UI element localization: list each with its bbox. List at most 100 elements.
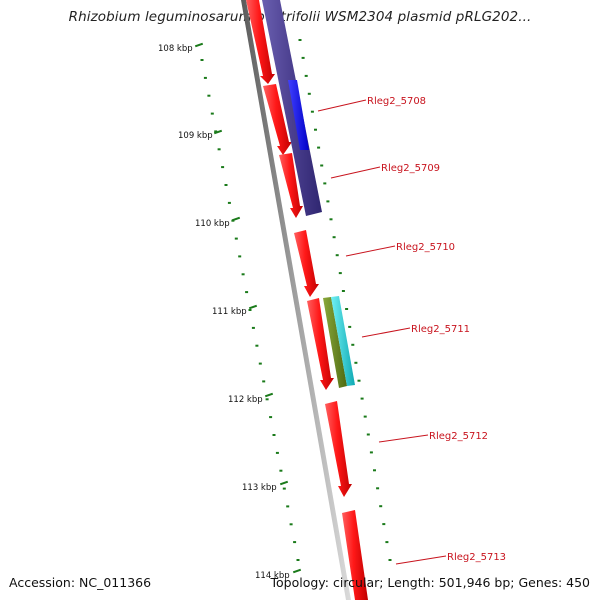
gene-label-rleg2-5709[interactable]: Rleg2_5709 <box>381 163 440 174</box>
cds-track-forward <box>246 0 368 600</box>
scale-dot <box>296 559 300 561</box>
tick-112 <box>264 392 274 398</box>
gene-labels: Rleg2_5708 Rleg2_5709 Rleg2_5710 Rleg2_5… <box>367 96 506 563</box>
scale-dot <box>203 76 207 79</box>
scale-dot <box>304 74 308 77</box>
tick-label-111: 111 kbp <box>212 307 247 317</box>
feature-olive-block <box>323 297 347 388</box>
cds-arrow <box>325 401 352 497</box>
scale-dot <box>286 505 290 508</box>
scale-dot <box>241 273 245 276</box>
scale-dot <box>265 398 269 401</box>
scale-dot <box>298 39 302 41</box>
leader-line <box>361 327 411 338</box>
scale-dot <box>234 237 238 240</box>
scale-dot <box>351 343 355 346</box>
scale-dot <box>272 434 276 436</box>
feature-blue-block <box>288 80 309 150</box>
leader-line <box>345 245 396 257</box>
scale-dot <box>200 59 204 61</box>
topology-label: Topology: circular; Length: 501,946 bp; … <box>270 575 591 590</box>
scale-dot <box>345 308 349 310</box>
gene-leaders <box>317 99 447 565</box>
gene-label-rleg2-5708[interactable]: Rleg2_5708 <box>367 96 426 107</box>
scale-dot <box>338 272 342 275</box>
scale-ticks: 108 kbp 109 kbp 110 kbp 111 kbp 112 kbp … <box>158 42 302 581</box>
scale-dot <box>224 184 228 186</box>
scale-dot <box>385 541 389 544</box>
cds-arrow <box>342 510 368 600</box>
scale-dot <box>214 130 218 133</box>
gene-label-rleg2-5713[interactable]: Rleg2_5713 <box>447 552 506 563</box>
gene-label-rleg2-5710[interactable]: Rleg2_5710 <box>396 242 455 253</box>
scale-dot <box>310 110 314 113</box>
scale-dot <box>262 380 266 383</box>
scale-dot <box>245 291 249 294</box>
cds-arrow <box>246 0 275 84</box>
leader-line <box>378 434 429 443</box>
scale-dot <box>379 505 383 508</box>
cds-arrow <box>263 84 292 155</box>
scale-ring-right <box>298 39 392 561</box>
scale-dot <box>275 451 279 454</box>
scale-dot <box>341 290 345 292</box>
leader-line <box>395 555 447 565</box>
scale-dot <box>221 166 225 169</box>
scale-dot <box>269 416 273 419</box>
scale-dot <box>323 182 327 185</box>
scale-dot <box>354 361 358 364</box>
scale-ring-left <box>200 59 300 561</box>
tick-108 <box>194 42 204 48</box>
scale-dot <box>238 255 242 258</box>
scale-dot <box>320 164 324 167</box>
scale-dot <box>369 451 373 454</box>
scale-dot <box>373 469 376 472</box>
feature-cyan-block <box>331 296 355 386</box>
scale-dot <box>366 433 370 436</box>
scale-dot <box>210 112 214 115</box>
cds-arrow <box>294 230 319 297</box>
scale-dot <box>348 325 352 328</box>
cds-arrow <box>279 153 303 218</box>
scale-dot <box>289 523 293 526</box>
tick-109 <box>213 129 223 135</box>
tick-label-114: 114 kbp <box>255 571 290 581</box>
scale-dot <box>376 487 380 490</box>
scale-dot <box>248 309 252 311</box>
scale-dot <box>388 559 392 561</box>
scale-dot <box>363 415 367 418</box>
scale-dot <box>255 344 259 347</box>
leader-line <box>330 166 381 179</box>
feature-navy-block <box>262 0 322 216</box>
scale-dot <box>335 254 339 257</box>
tick-label-108: 108 kbp <box>158 44 193 54</box>
accession-label: Accession: NC_011366 <box>9 575 152 590</box>
scale-dot <box>307 92 311 95</box>
tick-label-113: 113 kbp <box>242 483 277 493</box>
gene-label-rleg2-5711[interactable]: Rleg2_5711 <box>411 324 470 335</box>
scale-dot <box>258 362 262 365</box>
scale-dot <box>293 541 297 544</box>
map-title: Rhizobium leguminosarum bv. trifolii WSM… <box>68 9 532 25</box>
scale-dot <box>251 326 255 329</box>
scale-dot <box>314 128 317 131</box>
tick-label-112: 112 kbp <box>228 395 263 405</box>
scale-dot <box>317 146 321 149</box>
tick-111 <box>248 304 258 310</box>
scale-dot <box>360 397 364 400</box>
scale-dot <box>227 201 231 204</box>
tick-114 <box>292 568 302 574</box>
tick-113 <box>279 480 289 486</box>
gene-label-rleg2-5712[interactable]: Rleg2_5712 <box>429 431 488 442</box>
backbone-track <box>241 0 351 600</box>
tick-label-110: 110 kbp <box>195 219 230 229</box>
scale-dot <box>357 379 361 382</box>
tick-110 <box>231 216 241 222</box>
scale-dot <box>301 56 305 59</box>
feature-track <box>262 0 355 388</box>
scale-dot <box>279 469 283 472</box>
leader-line <box>317 99 367 112</box>
scale-dot <box>282 487 286 490</box>
scale-dot <box>332 236 336 239</box>
